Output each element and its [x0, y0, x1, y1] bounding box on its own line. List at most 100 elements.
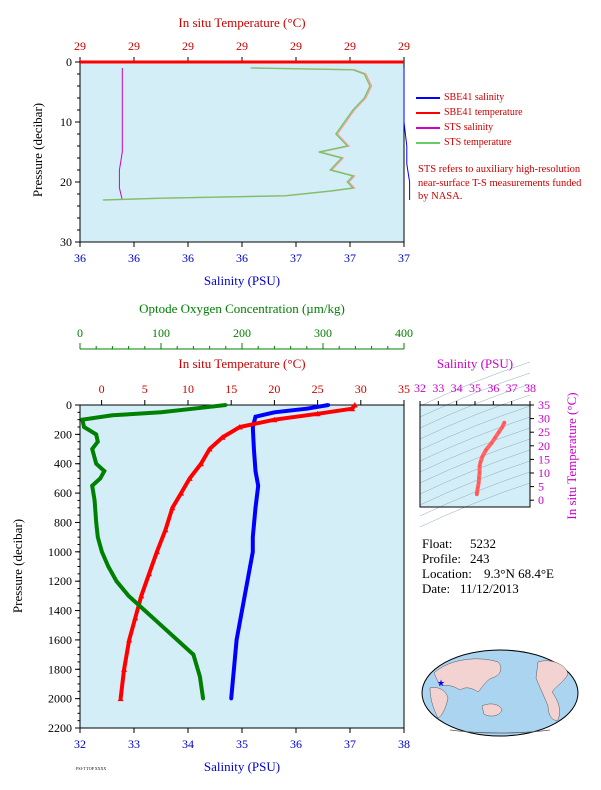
profile-label: Profile: — [422, 551, 461, 566]
bottom-sal-tick-label: 38 — [398, 737, 410, 751]
top-pressure-axis-title: Pressure (decibar) — [30, 103, 45, 197]
oxygen-point — [90, 447, 94, 451]
salinity-point — [248, 564, 252, 569]
ts-point — [480, 455, 484, 459]
salinity-point — [240, 608, 244, 613]
top-temp-tick-label: 29 — [290, 39, 302, 53]
ts-point — [484, 448, 488, 452]
oxygen-point — [114, 579, 119, 583]
ts-point — [502, 421, 506, 425]
salinity-point — [305, 406, 309, 411]
bottom-sal-tick-label: 34 — [182, 737, 194, 751]
bottom-pressure-tick-label: 1000 — [48, 545, 72, 559]
ts-temp-tick-label: 25 — [538, 425, 550, 439]
temperature-point — [162, 526, 169, 533]
salinity-point — [251, 550, 255, 554]
bottom-pressure-tick-label: 1600 — [48, 633, 72, 647]
top-sal-tick-label: 36 — [182, 251, 194, 265]
bottom-temp-tick-label: 25 — [312, 382, 324, 396]
temperature-point — [186, 475, 193, 481]
ts-point — [478, 464, 481, 468]
oxygen-point — [80, 417, 85, 422]
bottom-sal-tick-label: 35 — [236, 737, 248, 751]
ts-temp-tick-label: 30 — [538, 412, 550, 426]
ts-temperature-axis-title: In situ Temperature (°C) — [564, 392, 579, 519]
bottom-pressure-tick-label: 200 — [54, 427, 72, 441]
oxygen-tick-label: 300 — [314, 326, 332, 340]
density-contour — [419, 361, 531, 407]
ts-temp-tick-label: 10 — [538, 466, 550, 480]
top-temp-tick-label: 29 — [344, 39, 356, 53]
bottom-temperature-axis-title: In situ Temperature (°C) — [178, 356, 305, 371]
density-contour — [419, 471, 531, 517]
temperature-point — [206, 446, 213, 452]
oxygen-point — [126, 594, 131, 598]
oxygen-point — [102, 469, 107, 473]
legend-swatch — [416, 126, 440, 129]
salinity-point — [232, 667, 236, 672]
float-label: Float: — [422, 536, 453, 551]
legend-swatch — [416, 111, 440, 114]
location-value: 9.3°N 68.4°E — [484, 566, 554, 581]
top-sal-tick-label: 36 — [74, 251, 86, 265]
density-contour — [419, 449, 531, 495]
salinity-point — [237, 623, 242, 627]
ts-temp-tick-label: 35 — [538, 398, 550, 412]
ts-point — [479, 460, 482, 464]
ts-point — [497, 430, 501, 434]
oxygen-point — [90, 484, 94, 488]
bottom-temp-tick-label: 20 — [268, 382, 280, 396]
top-temp-tick-label: 29 — [74, 39, 86, 53]
density-contour — [419, 394, 531, 440]
temperature-point — [146, 570, 153, 577]
ts-sal-tick-label: 37 — [506, 381, 518, 395]
legend-label: STS salinity — [444, 122, 494, 133]
temperature-point — [126, 636, 133, 643]
ts-sal-tick-label: 36 — [487, 381, 499, 395]
temperature-point — [219, 434, 226, 440]
bottom-sal-tick-label: 33 — [128, 737, 140, 751]
ts-point — [490, 441, 493, 445]
salinity-point — [253, 469, 258, 473]
top-sal-tick-label: 37 — [290, 251, 302, 265]
salinity-point — [242, 594, 247, 598]
oxygen-point — [100, 550, 104, 554]
sts-temperature-line — [102, 67, 371, 201]
oxygen-tick-label: 0 — [77, 326, 83, 340]
top-temperature-axis-title: In situ Temperature (°C) — [178, 15, 305, 30]
oxygen-point — [96, 439, 100, 444]
oxygen-axis-title: Optode Oxygen Concentration (µm/kg) — [139, 301, 345, 316]
ts-temp-tick-label: 0 — [538, 493, 544, 507]
oxygen-point — [191, 652, 196, 657]
salinity-point — [251, 535, 255, 539]
location-map: ★ — [421, 649, 579, 737]
top-salinity-axis-title: Salinity (PSU) — [204, 273, 280, 288]
density-contour — [419, 438, 531, 484]
temperature-point — [198, 460, 204, 467]
top-pressure-tick-label: 0 — [66, 55, 72, 69]
float-location-marker: ★ — [437, 678, 445, 688]
legend: SBE41 salinity SBE41 temperature STS sal… — [416, 90, 523, 150]
sts-salinity-line — [118, 68, 123, 201]
temperature-point — [349, 405, 356, 412]
temperature-point — [271, 416, 278, 423]
oxygen-point — [96, 535, 100, 539]
bottom-pressure-tick-label: 1400 — [48, 604, 72, 618]
bottom-pressure-axis-title: Pressure (decibar) — [10, 519, 25, 613]
bottom-temp-tick-label: 0 — [99, 382, 105, 396]
map-land-antarctica — [449, 729, 551, 734]
temperature-point — [153, 548, 160, 555]
bottom-temp-tick-label: 5 — [142, 382, 148, 396]
salinity-point — [253, 414, 258, 419]
ts-temp-tick-label: 20 — [538, 439, 550, 453]
date-row: Date: 11/12/2013 — [422, 581, 554, 596]
bottom-pressure-tick-label: 800 — [54, 515, 72, 529]
legend-swatch — [416, 141, 440, 144]
top-sal-tick-label: 36 — [128, 251, 140, 265]
profile-row: Profile: 243 — [422, 551, 554, 566]
top-pressure-tick-label: 30 — [60, 235, 72, 249]
oxygen-point — [159, 410, 163, 415]
density-contour — [419, 372, 531, 418]
temperature-point — [236, 424, 243, 430]
